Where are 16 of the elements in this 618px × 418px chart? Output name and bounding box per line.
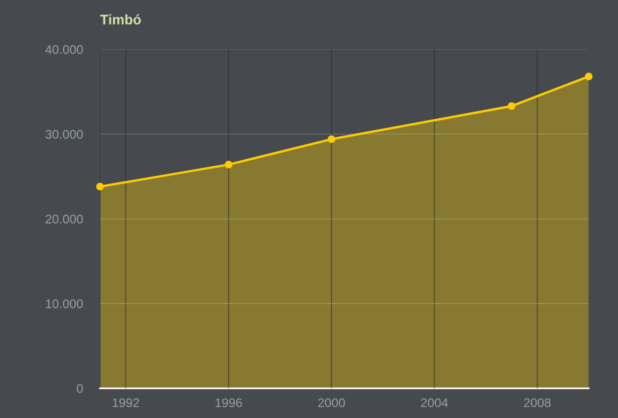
point (328, 135, 336, 143)
y-tick-label: 20.000 (46, 214, 83, 224)
y-tick-label: 0 (76, 384, 83, 393)
point (224, 160, 232, 168)
point (508, 102, 516, 110)
x-tick-label: 2008 (524, 398, 551, 408)
y-tick-label: 10.000 (46, 299, 83, 308)
point (584, 72, 593, 80)
chart-title: Timbó (100, 14, 141, 24)
x-tick-label: 1992 (112, 398, 139, 408)
x-tick-label: 2004 (421, 398, 448, 408)
y-tick-label: 30.000 (46, 130, 83, 139)
x-tick-label: 2000 (318, 398, 345, 408)
y-tick-label: 40.000 (45, 45, 83, 54)
point (96, 182, 104, 190)
x-tick-label: 1996 (216, 398, 242, 408)
